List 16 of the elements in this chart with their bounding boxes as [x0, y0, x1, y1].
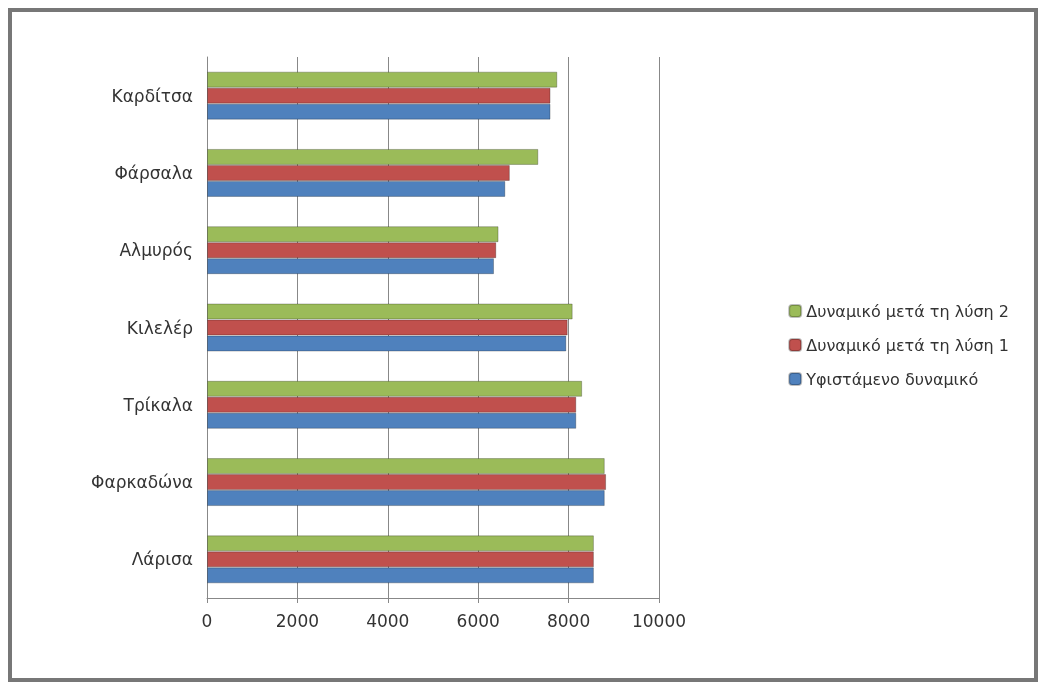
y-tick-label: Φαρκαδώνα: [91, 472, 193, 493]
x-tick-label: 2000: [275, 610, 320, 631]
legend-label: Δυναμικό μετά τη λύση 2: [806, 301, 1009, 321]
y-tick-label: Φάρσαλα: [114, 162, 193, 183]
x-tick-label: 0: [201, 610, 213, 631]
legend-label: Δυναμικό μετά τη λύση 1: [806, 335, 1009, 355]
y-tick-label: Λάρισα: [131, 549, 193, 570]
x-tick-label: 6000: [456, 610, 500, 631]
x-tick-label: 10000: [631, 610, 687, 631]
x-tick-label: 4000: [366, 610, 410, 631]
y-tick-label: Αλμυρός: [119, 240, 193, 261]
y-tick-label: Τρίκαλα: [122, 394, 193, 415]
x-tick-label: 8000: [546, 610, 591, 631]
y-tick-label: Καρδίτσα: [111, 85, 193, 106]
y-tick-label: Κιλελέρ: [126, 317, 193, 338]
legend-label: Υφιστάμενο δυναμικό: [805, 369, 979, 389]
